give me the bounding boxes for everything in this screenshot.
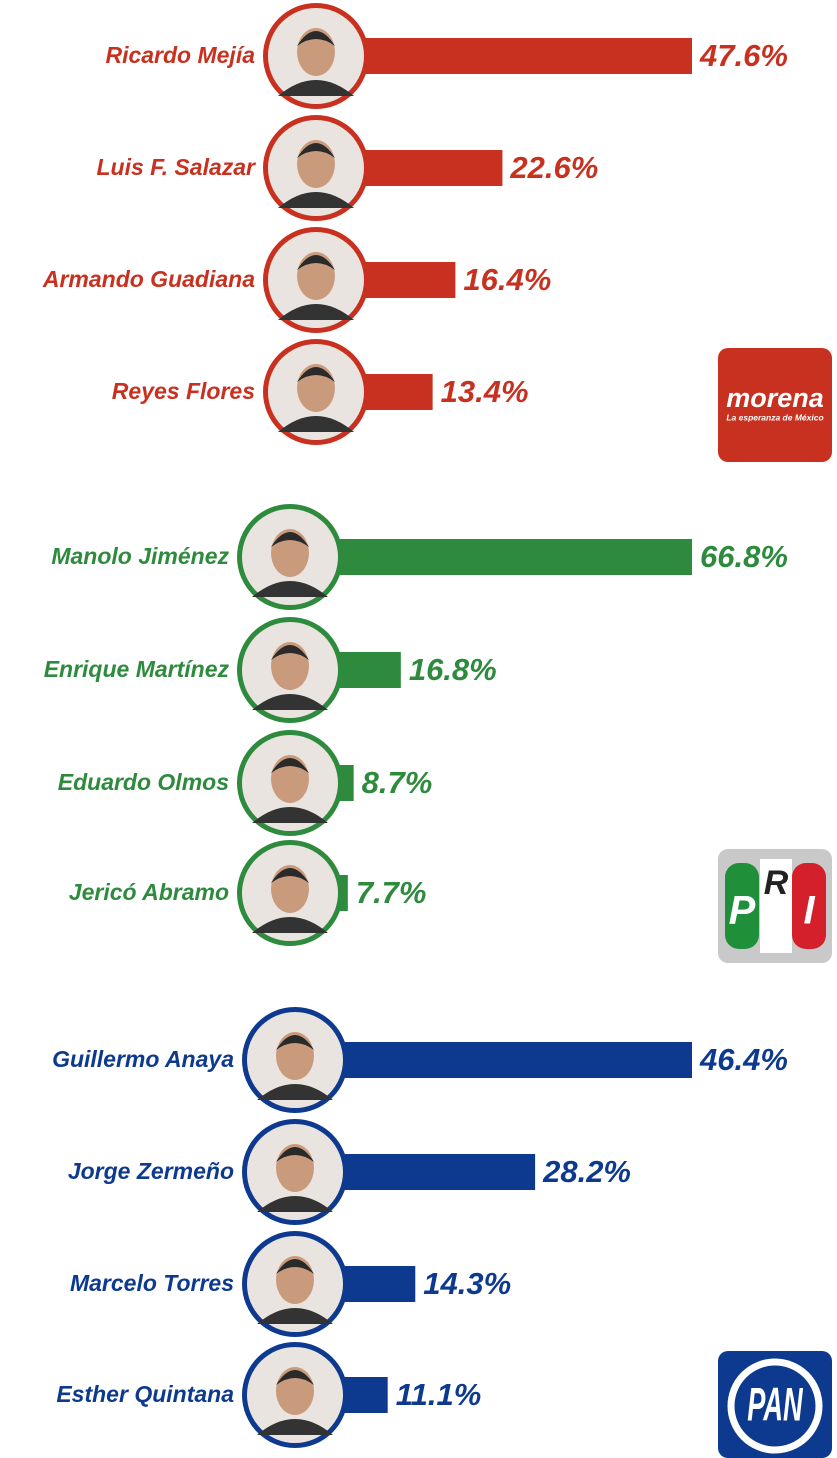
- logo-letter: R: [764, 864, 789, 902]
- value-label: 22.6%: [509, 150, 598, 185]
- value-label: 13.4%: [441, 374, 529, 409]
- photo-figure: [278, 80, 354, 96]
- photo-hair: [297, 255, 335, 270]
- value-label: 28.2%: [542, 1154, 631, 1189]
- photo-hair: [276, 1147, 314, 1162]
- logo-stripe: [792, 863, 826, 949]
- candidate-name: Eduardo Olmos: [58, 769, 229, 795]
- photo-hair: [276, 1259, 314, 1274]
- value-label: 16.8%: [409, 652, 497, 687]
- logo-letter: P: [729, 889, 756, 933]
- photo-hair: [271, 645, 309, 660]
- value-label: 14.3%: [423, 1266, 511, 1301]
- photo-hair: [271, 532, 309, 547]
- photo-figure: [257, 1196, 333, 1212]
- photo-hair: [276, 1370, 314, 1385]
- logo-subtext: La esperanza de México: [726, 412, 823, 422]
- photo-figure: [257, 1084, 333, 1100]
- photo-hair: [297, 143, 335, 158]
- photo-figure: [278, 192, 354, 208]
- logo-bg: [718, 1351, 832, 1458]
- bar: [331, 38, 692, 74]
- photo-hair: [297, 367, 335, 382]
- logo-bg: [718, 348, 832, 462]
- logo-letter: I: [803, 889, 815, 933]
- bar: [303, 539, 692, 575]
- candidate-name: Guillermo Anaya: [52, 1046, 234, 1072]
- photo-figure: [252, 807, 328, 823]
- candidate-name: Ricardo Mejía: [105, 42, 255, 68]
- value-label: 8.7%: [362, 765, 433, 800]
- value-label: 47.6%: [699, 38, 788, 73]
- candidate-name: Jericó Abramo: [69, 879, 229, 905]
- photo-hair: [297, 31, 335, 46]
- candidate-name: Jorge Zermeño: [68, 1158, 234, 1184]
- candidate-name: Enrique Martínez: [44, 656, 230, 682]
- photo-figure: [252, 581, 328, 597]
- photo-figure: [252, 694, 328, 710]
- photo-figure: [252, 917, 328, 933]
- value-label: 66.8%: [700, 539, 788, 574]
- photo-figure: [257, 1419, 333, 1435]
- candidate-name: Manolo Jiménez: [51, 543, 229, 569]
- logo-text: PAN: [747, 1379, 803, 1432]
- logo-stripe: [760, 859, 792, 953]
- photo-figure: [278, 304, 354, 320]
- candidate-name: Marcelo Torres: [70, 1270, 234, 1296]
- photo-hair: [271, 868, 309, 883]
- value-label: 11.1%: [396, 1377, 482, 1412]
- photo-hair: [276, 1035, 314, 1050]
- photo-hair: [271, 758, 309, 773]
- bar: [292, 1042, 692, 1078]
- candidate-name: Luis F. Salazar: [96, 154, 256, 180]
- candidate-name: Reyes Flores: [112, 378, 255, 404]
- photo-figure: [278, 416, 354, 432]
- logo-stripe: [725, 863, 759, 949]
- value-label: 46.4%: [699, 1042, 788, 1077]
- candidate-name: Esther Quintana: [56, 1381, 234, 1407]
- value-label: 16.4%: [463, 262, 551, 297]
- candidate-name: Armando Guadiana: [42, 266, 255, 292]
- logo-ring: [727, 1358, 823, 1454]
- photo-figure: [257, 1308, 333, 1324]
- value-label: 7.7%: [356, 875, 427, 910]
- logo-text: morena: [726, 383, 824, 413]
